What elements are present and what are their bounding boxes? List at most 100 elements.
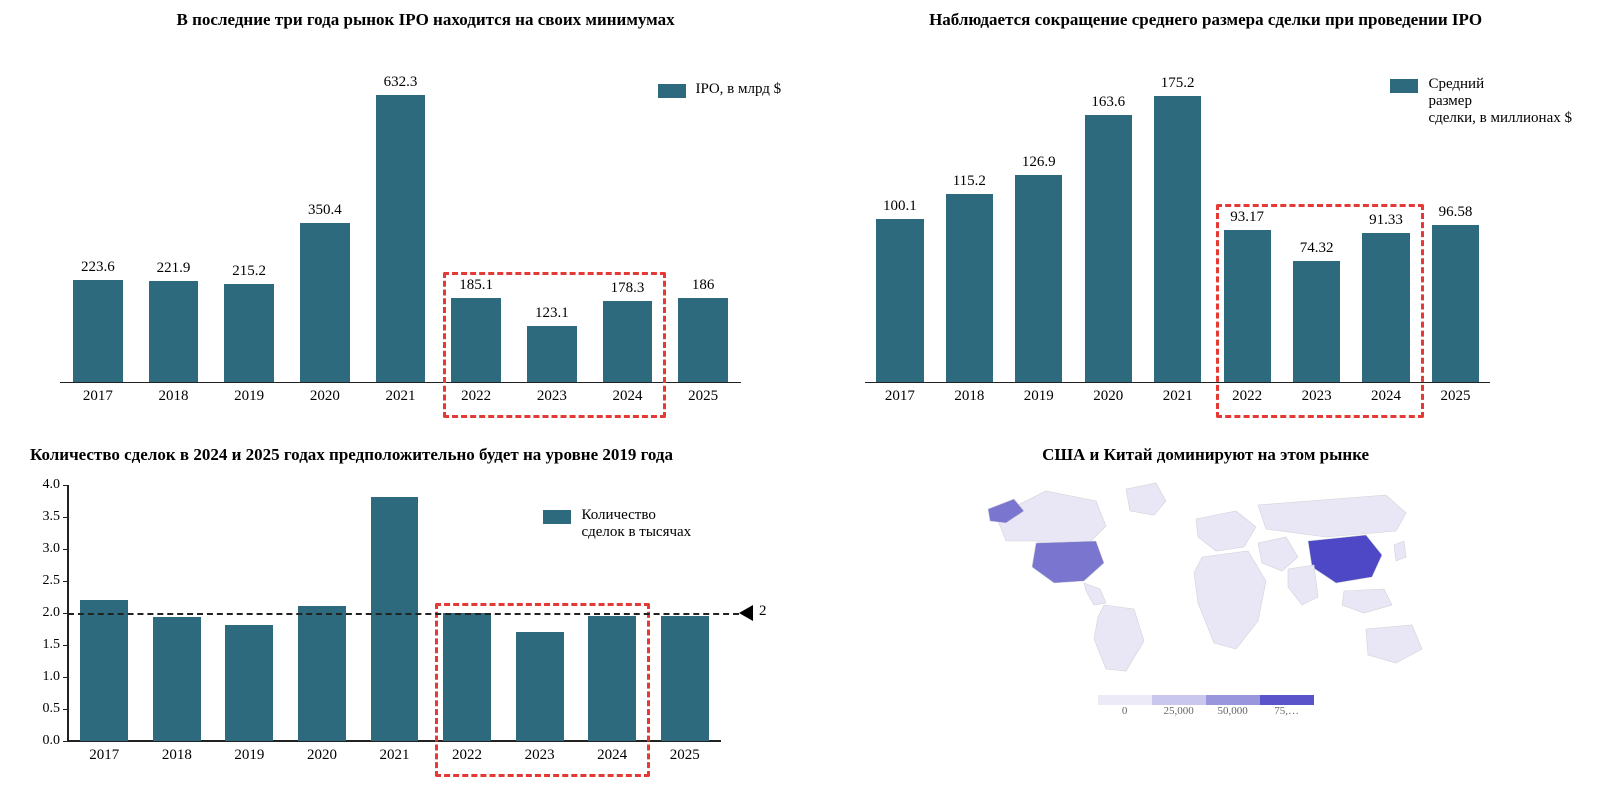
category-label: 2025 (1440, 388, 1470, 405)
category-label: 2021 (386, 388, 416, 405)
map-legend-segment (1098, 695, 1152, 705)
bar: 632.3 (376, 95, 426, 382)
category-label: 2019 (234, 388, 264, 405)
bar: 221.9 (149, 281, 199, 382)
legend: Количество сделок в тысячах (543, 507, 691, 541)
region-europe (1196, 511, 1256, 551)
region-west-asia (1258, 537, 1298, 571)
category-label: 2019 (1024, 388, 1054, 405)
bar-value-label: 91.33 (1369, 212, 1403, 229)
panel-deal-count: Количество сделок в 2024 и 2025 годах пр… (20, 445, 831, 786)
category-label: 2022 (1232, 388, 1262, 405)
legend-label: Количество сделок в тысячах (581, 507, 691, 541)
category-label: 2025 (688, 388, 718, 405)
legend-swatch (658, 84, 686, 98)
bar-value-label: 93.17 (1230, 209, 1264, 226)
bar-value-label: 178.3 (611, 280, 645, 297)
map-legend: 025,00050,00075,… (831, 695, 1580, 717)
region-australia (1366, 625, 1422, 663)
bar: 175.2 (1154, 96, 1201, 382)
bar-value-label: 115.2 (953, 173, 986, 190)
chart-title: В последние три года рынок IPO находится… (20, 10, 831, 30)
bar (661, 616, 709, 741)
category-label: 2018 (159, 388, 189, 405)
region-central-america (1084, 583, 1106, 605)
bar (153, 617, 201, 741)
region-russia (1258, 495, 1406, 537)
bar: 223.6 (73, 280, 123, 382)
bar (443, 613, 491, 741)
bar-value-label: 186 (692, 277, 715, 294)
map-legend-label: 50,000 (1206, 705, 1260, 717)
category-label: 2018 (954, 388, 984, 405)
category-label: 2018 (162, 747, 192, 764)
category-label: 2025 (670, 747, 700, 764)
bar: 163.6 (1085, 115, 1132, 382)
category-label: 2021 (380, 747, 410, 764)
bar-value-label: 221.9 (157, 260, 191, 277)
bar-chart-ipo-volume: 223.62017221.92018215.22019350.42020632.… (20, 36, 831, 416)
world-map (966, 471, 1446, 691)
legend-label: IPO, в млрд $ (696, 81, 782, 98)
category-label: 2024 (1371, 388, 1401, 405)
region-japan (1394, 541, 1406, 561)
bar (516, 632, 564, 741)
bar: 185.1 (451, 298, 501, 382)
region-usa (1032, 541, 1104, 583)
legend-swatch (1390, 79, 1418, 93)
bar-value-label: 96.58 (1439, 204, 1473, 221)
bar-value-label: 350.4 (308, 202, 342, 219)
bar (80, 600, 128, 741)
bar-chart-avg-deal-size: 100.1 2017 115.2 2018 126.9 2019 163.6 2020 175.… (831, 36, 1580, 416)
bar: 74.32 (1293, 261, 1340, 382)
category-label: 2020 (307, 747, 337, 764)
chart-title: Количество сделок в 2024 и 2025 годах пр… (20, 445, 831, 465)
category-label: 2023 (525, 747, 555, 764)
bar: 178.3 (603, 301, 653, 382)
region-china (1308, 535, 1382, 583)
bar: 115.2 (946, 194, 993, 382)
map-legend-segment (1206, 695, 1260, 705)
category-label: 2020 (310, 388, 340, 405)
bar (298, 606, 346, 740)
panel-avg-deal-size: Наблюдается сокращение среднего размера … (831, 10, 1580, 445)
category-label: 2020 (1093, 388, 1123, 405)
category-label: 2022 (461, 388, 491, 405)
chart-title: Наблюдается сокращение среднего размера … (831, 10, 1580, 30)
bar: 350.4 (300, 223, 350, 382)
panel-ipo-volume: В последние три года рынок IPO находится… (20, 10, 831, 445)
region-africa (1194, 551, 1266, 649)
legend-swatch (543, 510, 571, 524)
map-legend-label: 0 (1098, 705, 1152, 717)
map-legend-label: 75,… (1260, 705, 1314, 717)
bar-value-label: 632.3 (384, 74, 418, 91)
legend-label: Средний размер сделки, в миллионах $ (1428, 76, 1572, 127)
legend: Средний размер сделки, в миллионах $ (1390, 76, 1572, 127)
bar: 123.1 (527, 326, 577, 382)
bar: 96.58 (1432, 225, 1479, 382)
bar (371, 497, 419, 740)
reference-marker-icon (739, 605, 753, 621)
region-se-asia (1342, 589, 1392, 613)
bar: 215.2 (224, 284, 274, 382)
bar-chart-deal-count: 0.00.51.01.52.02.53.03.54.02017201820192… (20, 471, 831, 771)
region-south-asia (1288, 565, 1318, 605)
bar: 93.17 (1224, 230, 1271, 382)
bar-value-label: 74.32 (1300, 240, 1334, 257)
map-legend-segment (1152, 695, 1206, 705)
category-label: 2017 (89, 747, 119, 764)
category-label: 2022 (452, 747, 482, 764)
category-label: 2017 (885, 388, 915, 405)
map-legend-segment (1260, 695, 1314, 705)
reference-label: 2 (759, 603, 767, 620)
bar (225, 625, 273, 740)
bar-value-label: 223.6 (81, 259, 115, 276)
bar: 126.9 (1015, 175, 1062, 382)
reference-line (68, 613, 739, 615)
bar-value-label: 185.1 (459, 277, 493, 294)
bar-value-label: 100.1 (883, 198, 917, 215)
bar-value-label: 123.1 (535, 305, 569, 322)
bar: 91.33 (1362, 233, 1409, 382)
chart-title: США и Китай доминируют на этом рынке (831, 445, 1580, 465)
map-legend-label: 25,000 (1152, 705, 1206, 717)
